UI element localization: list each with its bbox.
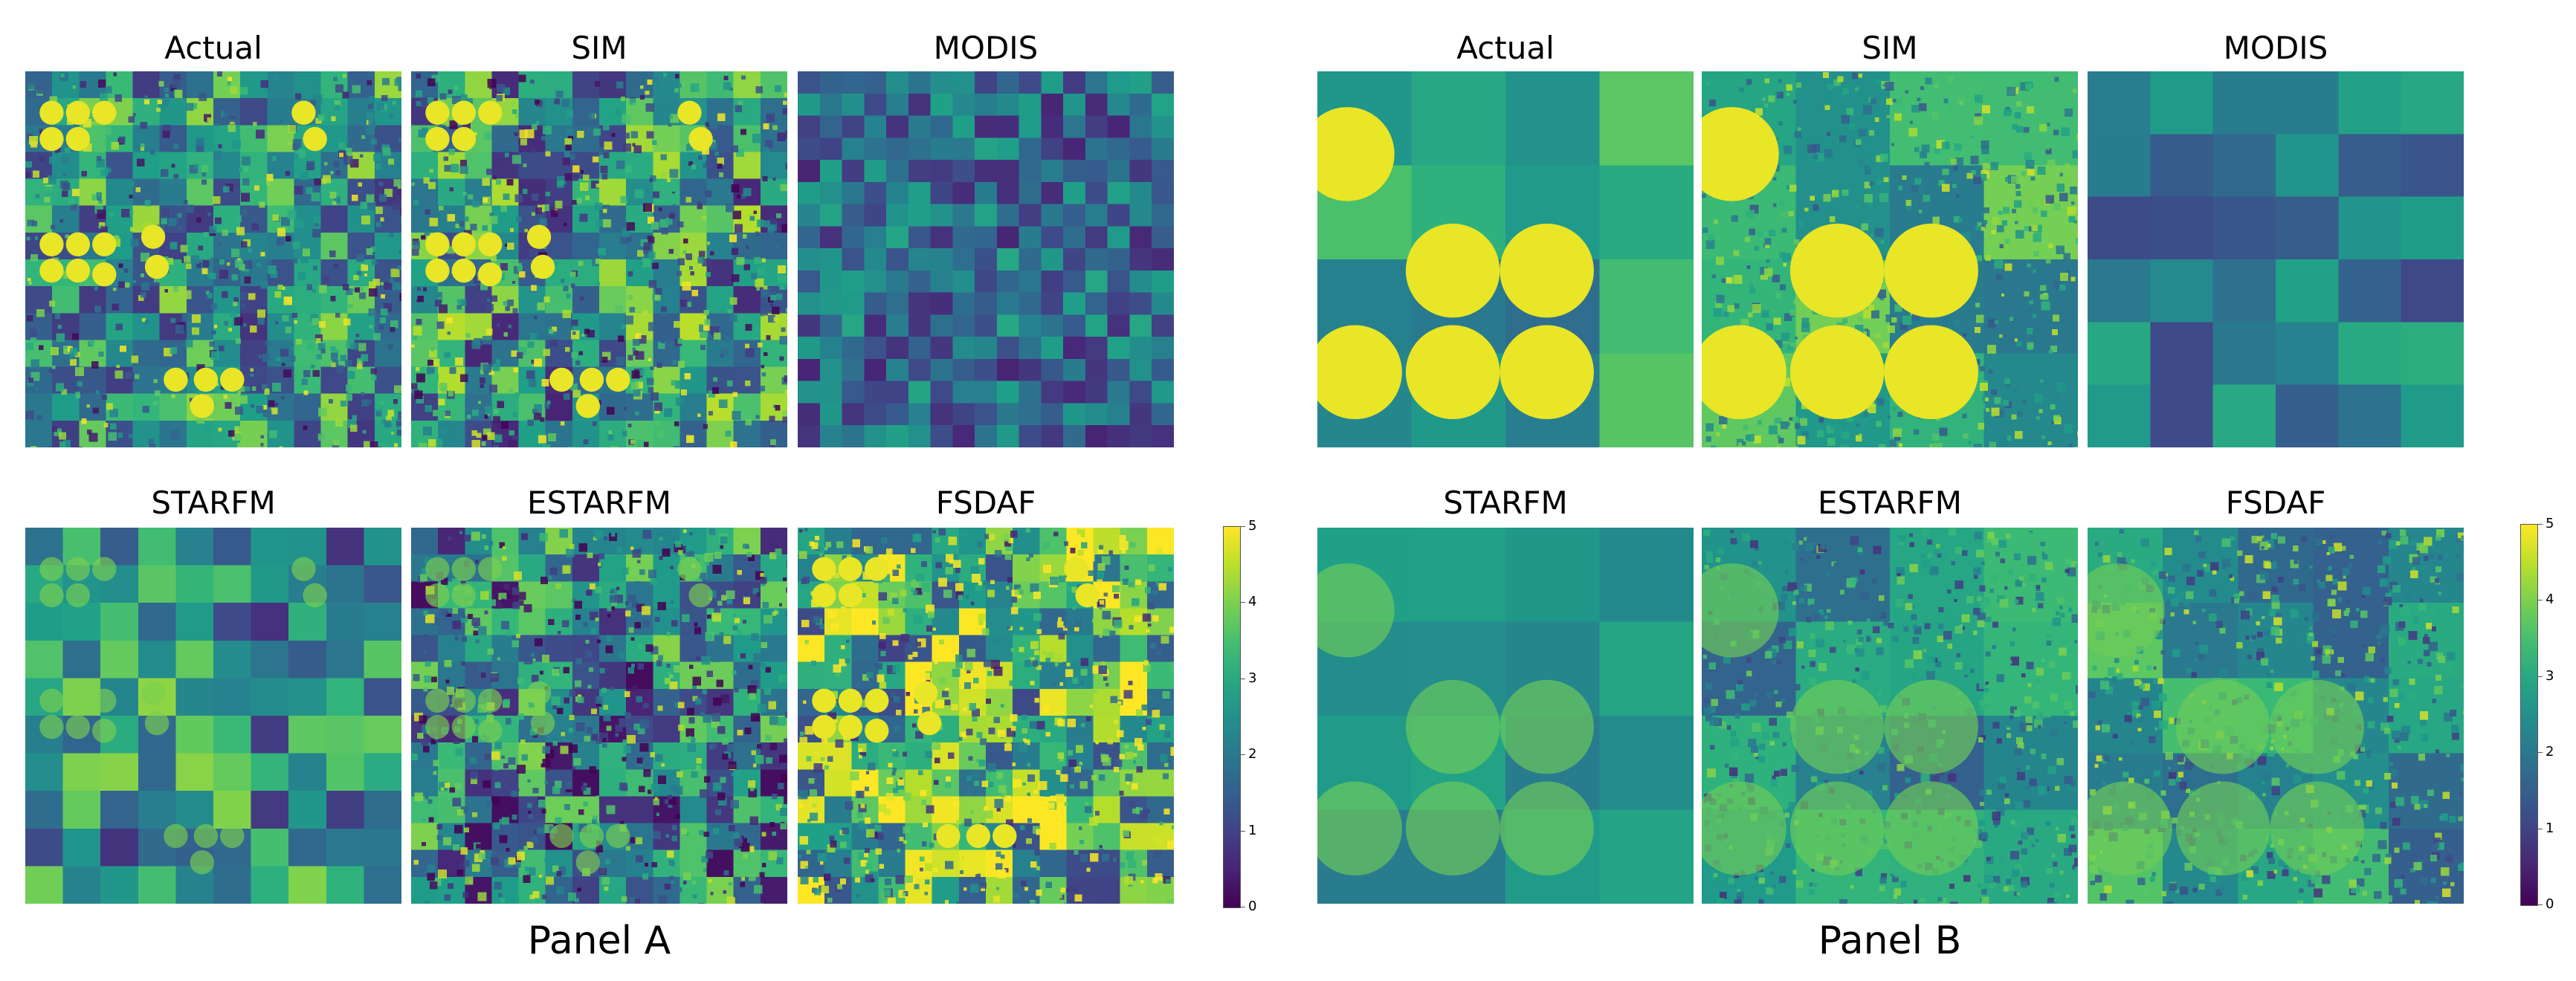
colorbar-tick-label: 0 bbox=[1248, 899, 1257, 914]
heatmap-sim bbox=[411, 71, 787, 447]
map-title-estarfm: ESTARFM bbox=[527, 485, 671, 521]
heatmap-starfm bbox=[25, 528, 401, 904]
panel-b: Actual SIM MODIS STARFM ESTARFM FSDAF 0 1 2 3 4 5 Pa… bbox=[1286, 0, 2576, 981]
colorbar-tick-mark bbox=[1241, 754, 1245, 756]
map-title-sim: SIM bbox=[1862, 30, 1918, 66]
colorbar-tick-label: 1 bbox=[2546, 820, 2554, 836]
panel-label: Panel B bbox=[1818, 919, 1962, 963]
colorbar bbox=[1223, 526, 1241, 908]
map-title-modis: MODIS bbox=[933, 30, 1039, 66]
heatmap-fsdaf bbox=[798, 528, 1174, 904]
heatmap-actual bbox=[25, 71, 401, 447]
map-title-actual: Actual bbox=[1456, 30, 1555, 66]
map-title-sim: SIM bbox=[571, 30, 627, 66]
panel-label: Panel A bbox=[527, 919, 671, 963]
heatmap-fsdaf bbox=[2088, 528, 2464, 904]
colorbar-tick-label: 0 bbox=[2546, 896, 2554, 912]
colorbar-tick-label: 2 bbox=[2546, 744, 2554, 760]
map-title-starfm: STARFM bbox=[1443, 485, 1568, 521]
colorbar-tick-label: 2 bbox=[1248, 746, 1257, 763]
colorbar-tick-label: 3 bbox=[1248, 670, 1257, 686]
colorbar-tick-mark bbox=[2538, 904, 2543, 905]
colorbar-tick-mark bbox=[1241, 830, 1245, 832]
map-title-fsdaf: FSDAF bbox=[2225, 485, 2326, 521]
colorbar bbox=[2520, 524, 2538, 906]
map-title-actual: Actual bbox=[164, 30, 262, 66]
heatmap-sim bbox=[1702, 71, 2078, 447]
colorbar-tick-label: 4 bbox=[1248, 594, 1257, 610]
map-title-fsdaf: FSDAF bbox=[935, 485, 1036, 521]
colorbar-tick-label: 5 bbox=[1248, 518, 1257, 534]
heatmap-actual bbox=[1317, 71, 1694, 447]
map-title-starfm: STARFM bbox=[151, 485, 276, 521]
heatmap-estarfm bbox=[1702, 528, 2078, 904]
map-title-estarfm: ESTARFM bbox=[1818, 485, 1962, 521]
colorbar-tick-mark bbox=[2538, 752, 2543, 754]
colorbar-tick-mark bbox=[1241, 602, 1245, 603]
colorbar-tick-label: 5 bbox=[2546, 516, 2554, 531]
colorbar-tick-mark bbox=[1241, 526, 1245, 527]
colorbar-tick-label: 1 bbox=[1248, 822, 1257, 838]
colorbar-tick-label: 3 bbox=[2546, 667, 2554, 684]
heatmap-modis bbox=[798, 71, 1174, 447]
heatmap-estarfm bbox=[411, 528, 787, 904]
colorbar-tick-label: 4 bbox=[2546, 592, 2554, 608]
map-title-modis: MODIS bbox=[2223, 30, 2328, 66]
heatmap-modis bbox=[2088, 71, 2464, 447]
panel-a: Actual SIM MODIS STARFM ESTARFM FSDAF 0 1 2 3 4 5 Pa… bbox=[0, 0, 1286, 981]
colorbar-tick-mark bbox=[2538, 676, 2543, 677]
heatmap-starfm bbox=[1317, 528, 1694, 904]
colorbar-tick-mark bbox=[2538, 524, 2543, 525]
